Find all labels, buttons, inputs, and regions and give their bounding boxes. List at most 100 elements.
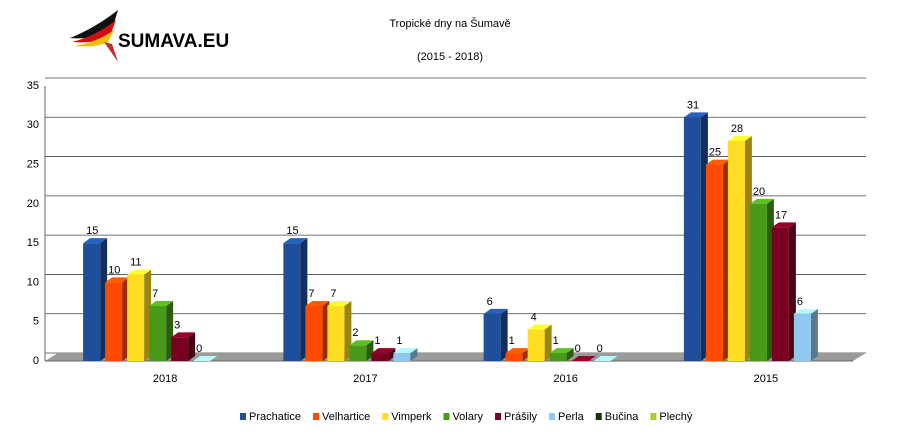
bar-front (749, 203, 767, 361)
bar (127, 269, 152, 361)
logo-text: SUMAVA.EU (118, 31, 229, 52)
bar (727, 136, 752, 361)
bar (371, 348, 396, 361)
legend-label: Velhartice (322, 411, 370, 423)
bar-top (749, 198, 774, 204)
bar (683, 112, 708, 361)
value-label: 0 (196, 343, 202, 355)
bar-side (410, 348, 418, 361)
bar-front (149, 306, 167, 361)
value-label: 2 (352, 327, 358, 339)
legend-swatch (650, 413, 657, 420)
legend-swatch (240, 413, 246, 420)
legend-label: Bučina (605, 411, 640, 423)
bar-top (149, 301, 174, 306)
legend-label: Plechý (659, 411, 693, 423)
y-tick-label: 10 (27, 276, 39, 288)
x-tick-label: 2015 (754, 373, 778, 385)
y-tick-label: 5 (33, 316, 39, 328)
bar (305, 301, 330, 361)
bar-side (500, 308, 508, 361)
y-tick-label: 15 (27, 237, 39, 249)
bar-front (171, 337, 189, 361)
bar (193, 356, 218, 361)
bar-top (327, 301, 352, 306)
bar-side (544, 324, 552, 361)
legend-label: Prachatice (249, 411, 301, 423)
y-tick-label: 20 (27, 198, 39, 210)
bar-front (527, 329, 545, 361)
bar (593, 356, 618, 361)
bar-front (105, 282, 123, 361)
bar (771, 222, 796, 361)
bar-front (705, 164, 723, 361)
bar-top (83, 238, 108, 244)
bar-top (305, 301, 330, 306)
legend-swatch (549, 413, 556, 420)
value-label: 7 (330, 288, 336, 300)
value-label: 15 (86, 225, 98, 237)
bar-side (188, 332, 196, 361)
legend-swatch (312, 413, 319, 420)
value-label: 15 (286, 225, 298, 237)
y-tick-label: 35 (27, 80, 39, 92)
bar-side (388, 348, 396, 361)
floor (45, 353, 866, 361)
bar (349, 340, 374, 361)
bar-top (527, 324, 552, 330)
value-label: 1 (374, 335, 380, 347)
bar (749, 198, 774, 361)
value-label: 17 (775, 209, 787, 221)
bar-side (566, 348, 574, 361)
value-label: 28 (731, 123, 743, 135)
bar-top (771, 222, 796, 228)
bar (393, 348, 418, 361)
bar-front (349, 345, 367, 361)
bar (549, 348, 574, 361)
bar-front (549, 353, 567, 361)
bar-top (549, 348, 574, 354)
bar (105, 277, 130, 361)
bar-front (683, 117, 701, 361)
value-label: 6 (797, 296, 803, 308)
y-tick-label: 0 (33, 355, 39, 367)
bar (149, 301, 174, 361)
y-tick-label: 30 (27, 119, 39, 131)
legend-swatch (443, 413, 450, 420)
bar (571, 356, 596, 361)
value-label: 25 (709, 146, 721, 158)
value-label: 7 (152, 288, 158, 300)
legend-swatch (595, 413, 602, 420)
bar-top (105, 277, 130, 283)
bar (83, 238, 108, 361)
legend-label: Prášily (504, 411, 538, 423)
bar-top (505, 348, 530, 354)
bar-front (483, 313, 501, 361)
bar-front (393, 353, 411, 361)
value-label: 1 (396, 335, 402, 347)
bar-front (793, 313, 811, 361)
bar-top (393, 348, 418, 354)
bar (283, 238, 308, 361)
bar-top (127, 269, 152, 275)
bar (327, 301, 352, 361)
legend-label: Vimperk (391, 411, 432, 423)
bar-top (571, 356, 596, 361)
bar-top (727, 136, 752, 141)
value-label: 10 (108, 264, 120, 276)
bar-top (171, 332, 196, 338)
logo-mark (70, 10, 118, 62)
bar (793, 308, 818, 361)
bar-top (793, 308, 818, 314)
legend-swatch (382, 413, 389, 420)
value-label: 31 (687, 99, 699, 111)
bar-top (371, 348, 396, 354)
bar-top (349, 340, 374, 346)
y-tick-label: 25 (27, 158, 39, 170)
value-label: 1 (553, 335, 559, 347)
value-label: 0 (597, 343, 603, 355)
bar-top (193, 356, 218, 361)
bar-front (505, 353, 523, 361)
bar (483, 308, 508, 361)
